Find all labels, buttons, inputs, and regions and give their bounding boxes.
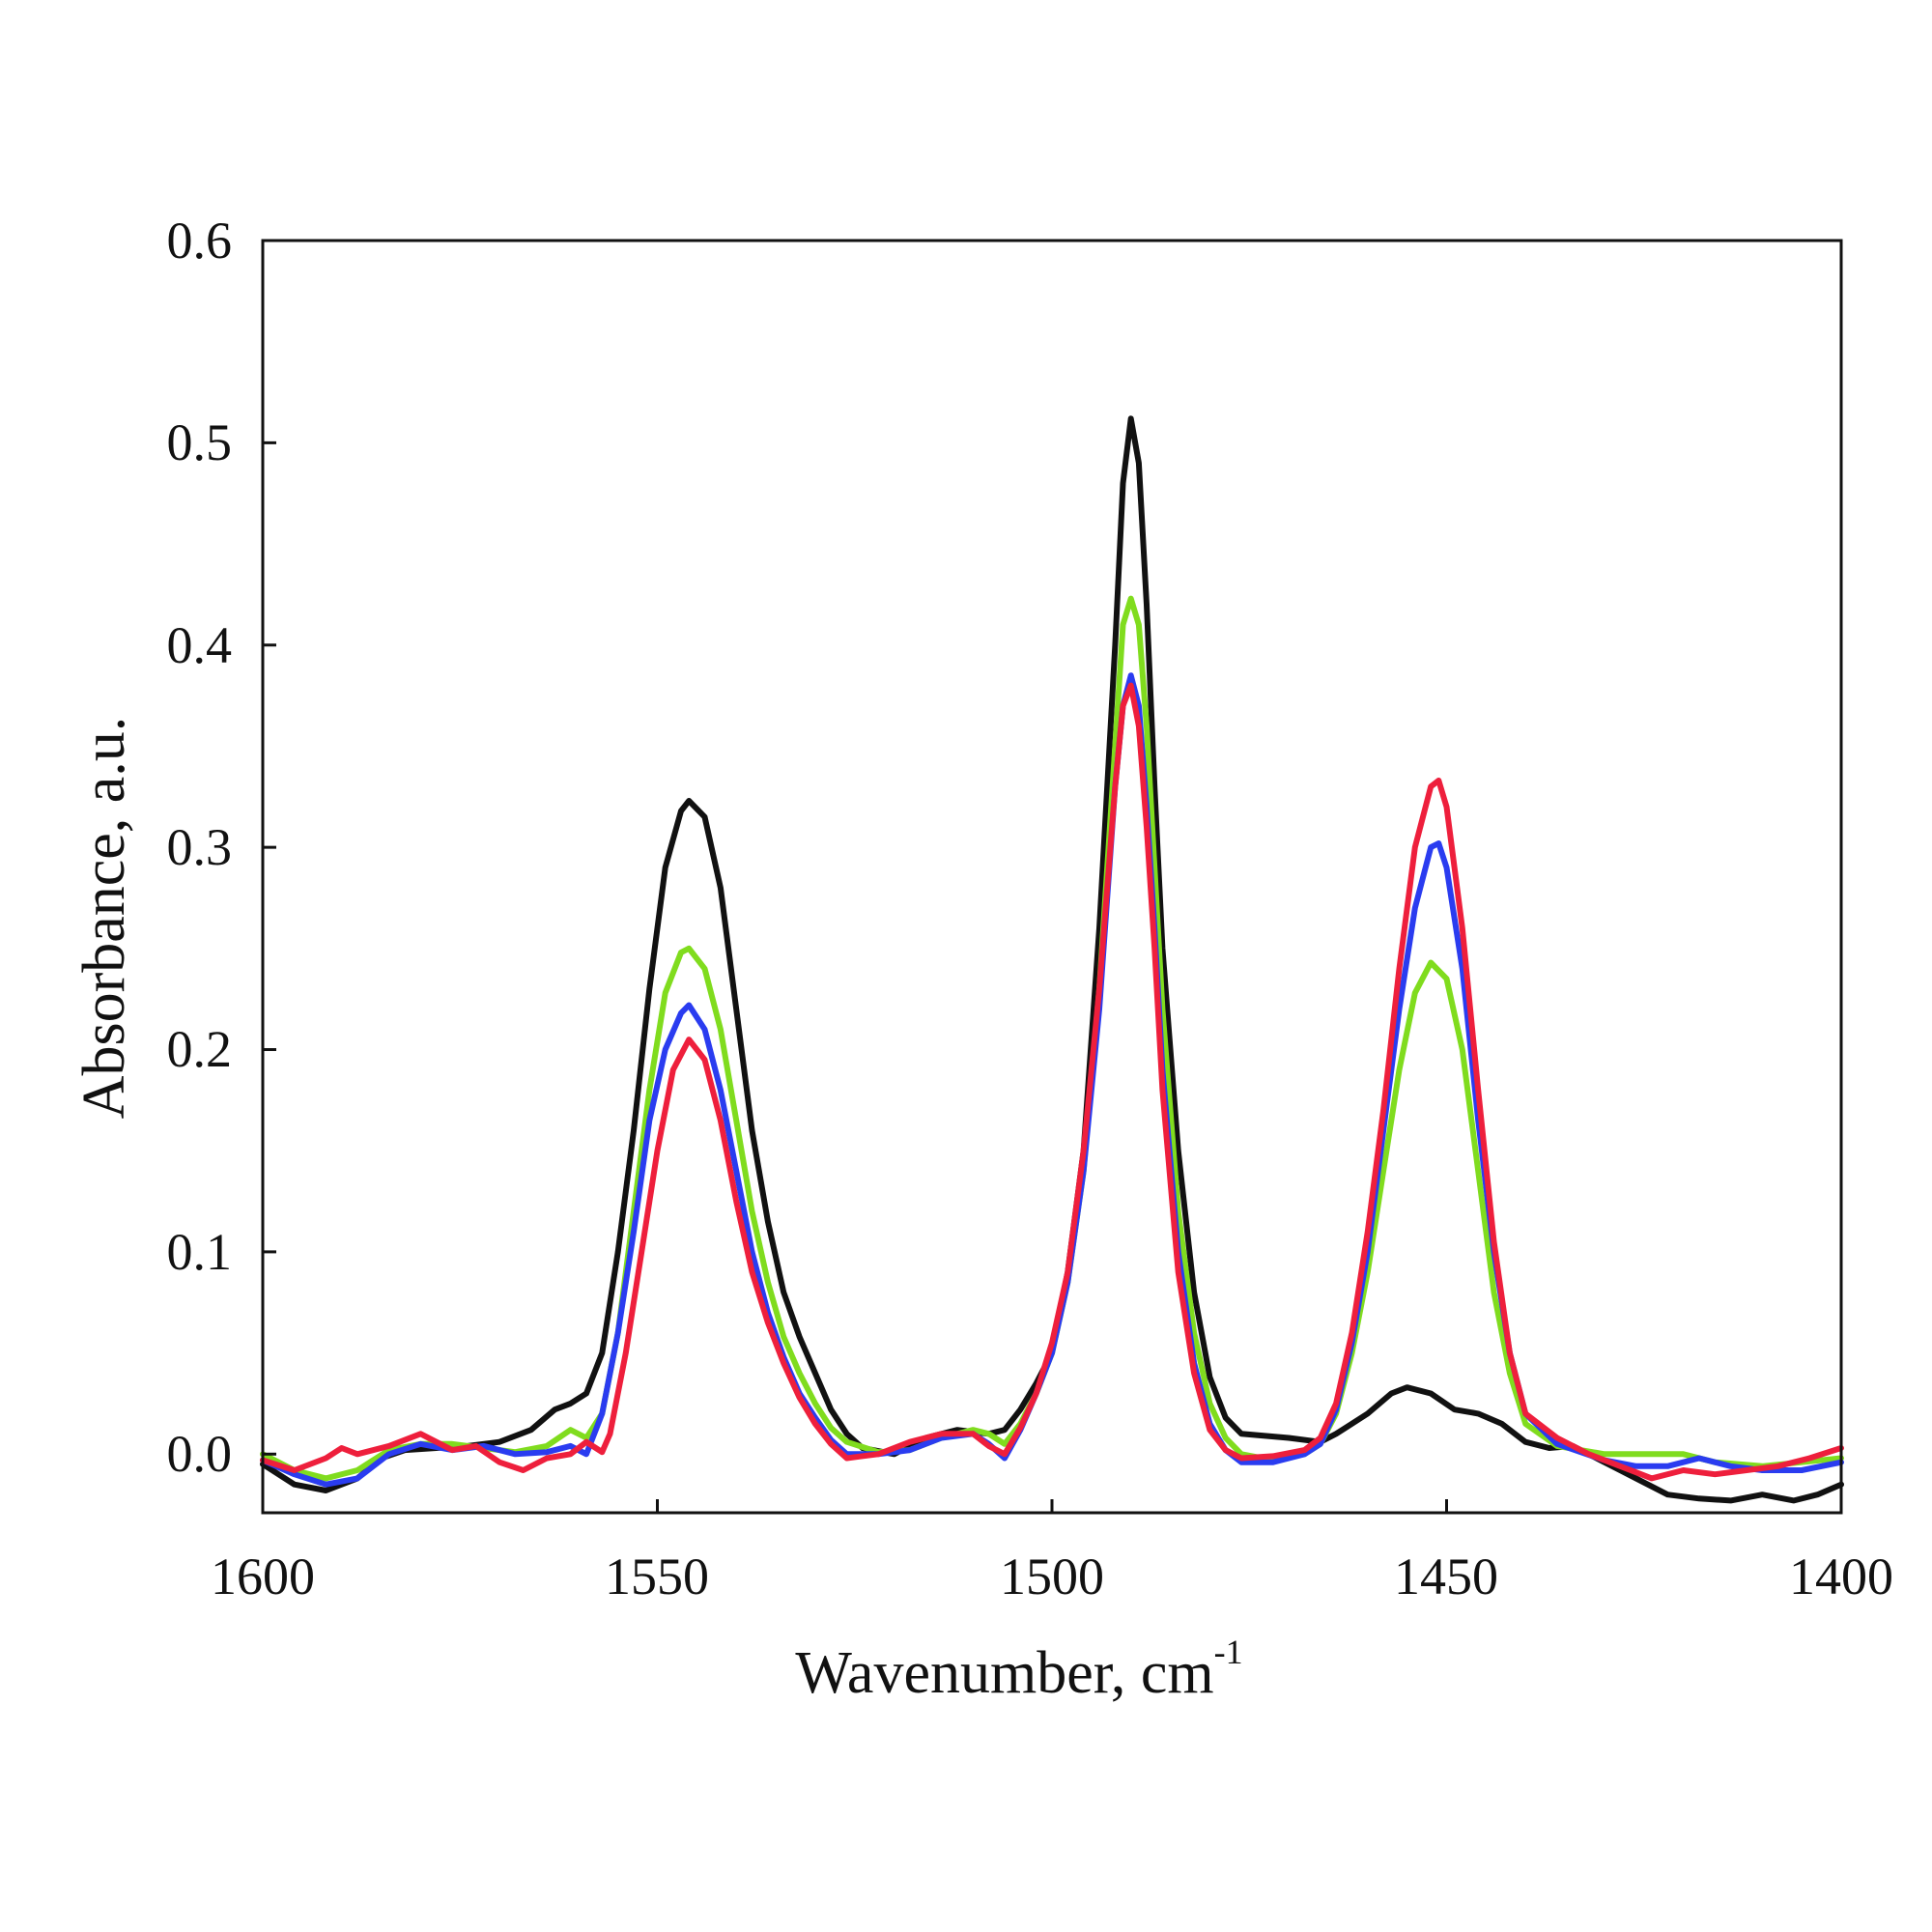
- x-axis-title: Wavenumber, cm-1: [795, 1633, 1242, 1706]
- x-axis-title-text: Wavenumber, cm: [795, 1640, 1213, 1706]
- series-layer: [260, 415, 1844, 1504]
- plot-frame: [261, 239, 1843, 1515]
- y-tick-label: 0.2: [167, 1020, 233, 1078]
- x-tick-label: 1500: [1000, 1548, 1104, 1605]
- ticks-layer: [261, 239, 1843, 1513]
- x-tick-label: 1550: [605, 1548, 709, 1605]
- y-tick-label: 0.0: [167, 1425, 233, 1483]
- x-axis-title-superscript: -1: [1214, 1633, 1243, 1671]
- y-tick-label: 0.5: [167, 413, 233, 471]
- series-line-3: [260, 672, 1844, 1488]
- y-tick-label: 0.1: [167, 1223, 233, 1281]
- y-tick-label: 0.4: [167, 616, 233, 674]
- y-axis-title: Absorbance, a.u.: [71, 717, 137, 1120]
- x-tick-label: 1400: [1789, 1548, 1893, 1605]
- y-tick-label: 0.6: [167, 212, 233, 270]
- x-tick-label: 1600: [211, 1548, 315, 1605]
- x-tick-label: 1450: [1394, 1548, 1498, 1605]
- series-line-4: [260, 682, 1844, 1482]
- y-tick-label: 0.3: [167, 818, 233, 876]
